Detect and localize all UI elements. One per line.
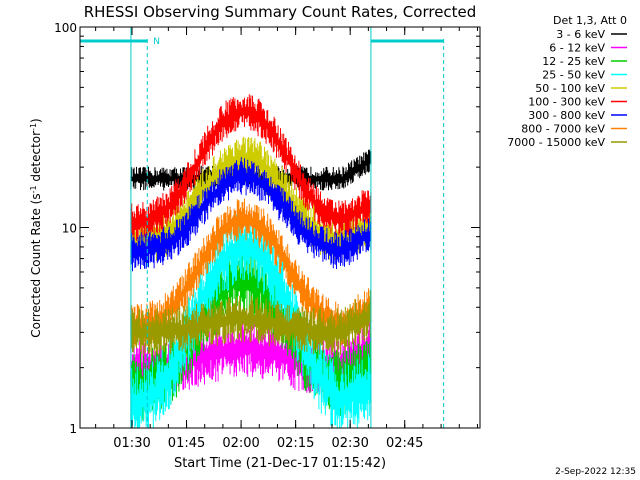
x-tick-label: 02:45	[386, 436, 423, 451]
x-tick-label: 02:15	[277, 436, 314, 451]
series-group	[130, 94, 372, 428]
plot-area: N	[80, 27, 445, 428]
legend-label: 50 - 100 keV	[535, 82, 605, 95]
axes: 1 10 100 01:30 01:45 02:00 02:15 02:30 02:45	[54, 21, 481, 451]
x-axis-label: Start Time (21-Dec-17 01:15:42)	[174, 456, 386, 471]
y-axis-label: Corrected Count Rate (s-1 detector-1)	[29, 118, 44, 337]
x-tick-label: 02:00	[222, 436, 259, 451]
legend-label: 800 - 7000 keV	[521, 123, 605, 136]
footer-date: 2-Sep-2022 12:35	[555, 467, 636, 477]
legend-label: 12 - 25 keV	[542, 55, 605, 68]
x-tick-label: 01:30	[113, 436, 150, 451]
chart-title: RHESSI Observing Summary Count Rates, Co…	[84, 3, 477, 21]
legend-label: 3 - 6 keV	[556, 28, 605, 41]
legend-label: 25 - 50 keV	[542, 69, 605, 82]
legend-label: 300 - 800 keV	[528, 109, 605, 122]
y-tick-label: 100	[54, 21, 77, 35]
x-tick-label: 01:45	[168, 436, 205, 451]
legend-label: 6 - 12 keV	[549, 42, 605, 55]
y-tick-label: 10	[62, 222, 77, 236]
night-marker-label: N	[153, 37, 160, 47]
y-tick-label: 1	[69, 422, 77, 436]
x-tick-label: 02:30	[331, 436, 368, 451]
legend-label: 7000 - 15000 keV	[507, 136, 605, 149]
legend-title: Det 1,3, Att 0	[553, 14, 627, 27]
legend-label: 100 - 300 keV	[528, 96, 605, 109]
